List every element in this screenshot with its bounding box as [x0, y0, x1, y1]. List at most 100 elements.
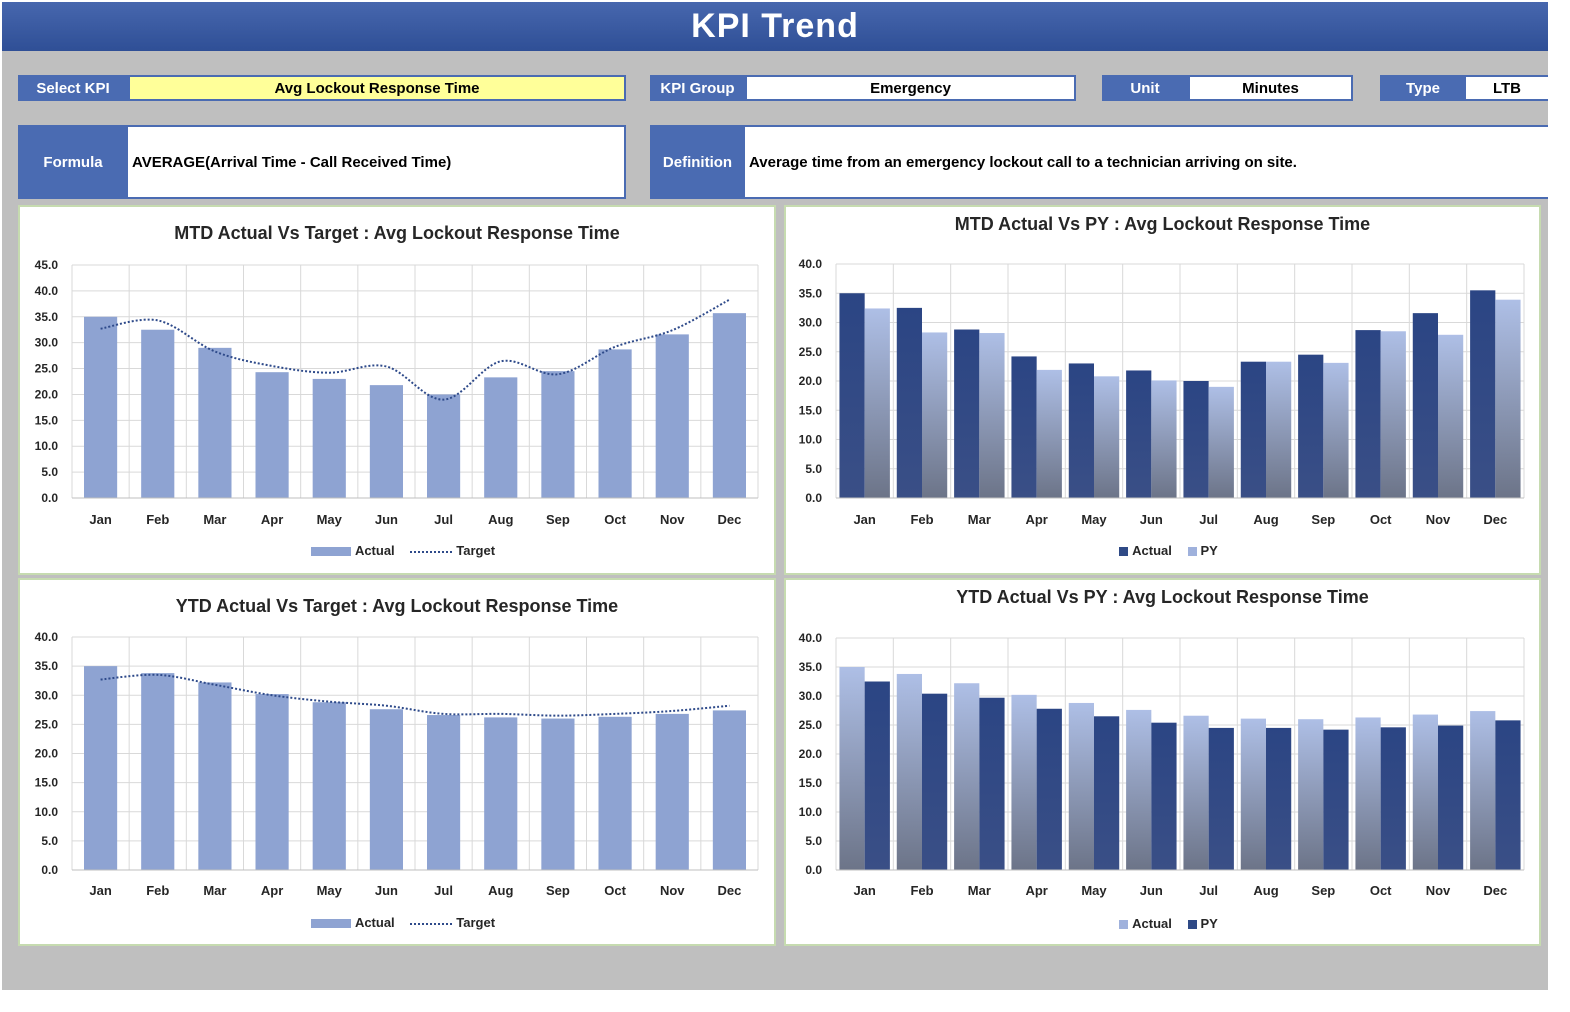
y-tick-label: 20.0: [799, 747, 823, 761]
y-tick-label: 35.0: [799, 660, 823, 674]
bar-actual: [84, 316, 118, 498]
x-tick-label: Dec: [1483, 512, 1507, 527]
bar-py: [922, 332, 948, 498]
x-tick-label: Jun: [375, 883, 398, 898]
y-tick-label: 10.0: [799, 805, 823, 819]
y-tick-label: 35.0: [35, 659, 59, 673]
x-tick-label: Nov: [1426, 512, 1451, 527]
legend-py-label: PY: [1200, 916, 1218, 931]
y-tick-label: 10.0: [35, 439, 59, 453]
formula-label: Formula: [18, 125, 128, 199]
chart-plot: 0.0 5.0 10.0 15.0 20.0 25.0 30.0 35.0 40.0 Jan Feb…: [35, 630, 759, 898]
bar-actual: [1011, 356, 1037, 498]
x-tick-label: Mar: [968, 512, 991, 527]
x-tick-label: Nov: [660, 512, 685, 527]
chart-title: MTD Actual Vs PY : Avg Lockout Response …: [954, 214, 1371, 234]
y-tick-label: 35.0: [799, 286, 823, 300]
x-tick-label: Apr: [1025, 883, 1047, 898]
x-tick-label: Aug: [1253, 883, 1278, 898]
y-tick-label: 5.0: [41, 465, 58, 479]
x-tick-label: Jun: [1140, 883, 1163, 898]
y-tick-label: 15.0: [799, 776, 823, 790]
bar-actual: [1355, 330, 1381, 498]
bar-py: [1094, 716, 1120, 870]
bar-py: [979, 697, 1005, 870]
bar-actual: [369, 385, 403, 498]
y-tick-label: 20.0: [799, 374, 823, 388]
target-line: [100, 673, 730, 717]
legend-target-swatch: [410, 922, 453, 925]
y-tick-label: 30.0: [35, 688, 59, 702]
bar-py: [1036, 708, 1062, 870]
definition-value: Average time from an emergency lockout c…: [745, 125, 1548, 199]
bar-py: [1151, 380, 1177, 498]
legend-target-label: Target: [456, 915, 496, 930]
y-tick-label: 5.0: [41, 834, 58, 848]
y-tick-label: 30.0: [799, 689, 823, 703]
bar-actual: [255, 372, 289, 498]
x-tick-label: Jul: [434, 512, 453, 527]
x-tick-label: Jul: [434, 883, 453, 898]
x-tick-label: Aug: [1253, 512, 1278, 527]
x-tick-label: May: [317, 512, 343, 527]
y-tick-label: 0.0: [805, 491, 822, 505]
bar-py: [1266, 361, 1292, 498]
legend-actual-swatch: [310, 547, 351, 557]
legend-target-label: Target: [456, 543, 496, 558]
bar-actual: [427, 394, 461, 498]
y-tick-label: 25.0: [799, 345, 823, 359]
bar-py: [864, 308, 890, 498]
bar-actual: [712, 710, 746, 870]
x-tick-label: May: [317, 883, 343, 898]
chart-plot: 0.0 5.0 10.0 15.0 20.0 25.0 30.0 35.0 40.0 45.0 Ja…: [35, 258, 759, 527]
x-tick-label: Oct: [604, 883, 626, 898]
bar-py: [864, 681, 890, 870]
bar-actual: [1068, 702, 1094, 870]
bar-actual: [954, 683, 980, 870]
y-tick-label: 5.0: [805, 834, 822, 848]
bar-actual: [655, 713, 689, 870]
x-tick-label: Apr: [261, 883, 283, 898]
bar-actual: [141, 673, 175, 870]
x-tick-label: Nov: [660, 883, 685, 898]
x-tick-label: Feb: [910, 512, 933, 527]
bar-actual: [1412, 714, 1438, 870]
x-tick-label: Jan: [853, 512, 875, 527]
page-title: KPI Trend: [2, 2, 1548, 51]
bar-py: [1438, 334, 1464, 498]
x-tick-label: Apr: [261, 512, 283, 527]
y-tick-label: 5.0: [805, 462, 822, 476]
bar-py: [1094, 376, 1120, 498]
y-tick-label: 30.0: [799, 316, 823, 330]
bar-actual: [541, 371, 575, 498]
y-tick-label: 25.0: [35, 362, 59, 376]
x-tick-label: Mar: [203, 512, 226, 527]
y-tick-label: 0.0: [41, 491, 58, 505]
bar-actual: [312, 702, 346, 870]
bar-actual: [598, 716, 632, 870]
chart-mtd-actual-vs-target: MTD Actual Vs Target : Avg Lockout Respo…: [18, 205, 776, 575]
bar-actual: [1298, 719, 1324, 870]
chart-title: YTD Actual Vs Target : Avg Lockout Respo…: [175, 596, 619, 616]
legend-actual-label: Actual: [354, 915, 395, 930]
bar-actual: [1470, 290, 1496, 498]
unit-label: Unit: [1102, 75, 1188, 101]
bar-actual: [255, 694, 289, 870]
x-tick-label: Mar: [203, 883, 226, 898]
select-kpi-dropdown[interactable]: Avg Lockout Response Time: [128, 75, 626, 101]
bar-py: [1266, 727, 1292, 870]
bar-py: [1208, 386, 1234, 498]
y-tick-label: 15.0: [35, 776, 59, 790]
bar-py: [1151, 722, 1177, 870]
y-tick-label: 0.0: [41, 863, 58, 877]
bar-actual: [141, 329, 175, 498]
legend-py-swatch: [1187, 920, 1197, 930]
x-tick-label: Feb: [146, 512, 169, 527]
x-tick-label: Feb: [146, 883, 169, 898]
bar-actual: [541, 718, 575, 870]
bar-actual: [369, 709, 403, 870]
bar-actual: [954, 329, 980, 498]
bar-actual: [1412, 313, 1438, 498]
x-tick-label: Jan: [89, 512, 111, 527]
bar-actual: [1011, 694, 1037, 870]
